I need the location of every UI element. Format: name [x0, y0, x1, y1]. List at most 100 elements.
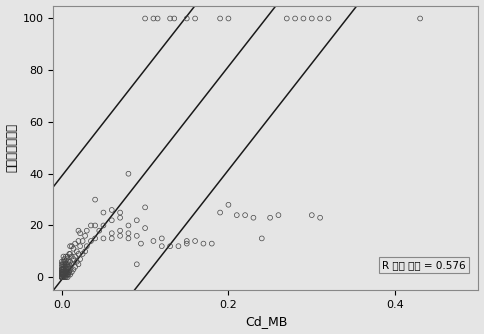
- Point: [58, 264, 66, 270]
- Point: [216, 16, 224, 21]
- Point: [300, 16, 307, 21]
- Point: [64, 267, 72, 272]
- Point: [166, 16, 174, 21]
- Point: [61, 270, 69, 275]
- Point: [158, 236, 166, 241]
- Point: [100, 210, 107, 215]
- Point: [60, 259, 67, 265]
- Point: [71, 254, 79, 259]
- Point: [64, 272, 72, 277]
- Point: [61, 275, 69, 280]
- Point: [216, 210, 224, 215]
- Point: [58, 275, 66, 280]
- Point: [64, 259, 72, 265]
- Point: [133, 218, 141, 223]
- Point: [58, 275, 66, 280]
- Point: [87, 238, 95, 244]
- Point: [70, 267, 77, 272]
- Point: [183, 16, 191, 21]
- Point: [76, 243, 84, 249]
- Point: [100, 236, 107, 241]
- Point: [75, 238, 82, 244]
- Point: [61, 259, 69, 265]
- Point: [91, 236, 99, 241]
- Point: [81, 233, 89, 238]
- Point: [60, 267, 67, 272]
- Point: [58, 267, 66, 272]
- Point: [154, 16, 162, 21]
- Point: [191, 238, 199, 244]
- Point: [60, 272, 67, 277]
- Point: [58, 275, 66, 280]
- Point: [58, 270, 66, 275]
- Point: [65, 270, 73, 275]
- Point: [58, 272, 66, 277]
- Point: [283, 16, 291, 21]
- Point: [76, 257, 84, 262]
- Point: [274, 212, 282, 218]
- Point: [58, 275, 66, 280]
- Point: [66, 251, 74, 257]
- Point: [58, 272, 66, 277]
- Point: [58, 262, 66, 267]
- Point: [116, 215, 124, 220]
- Point: [291, 16, 299, 21]
- Point: [59, 262, 66, 267]
- Point: [325, 16, 333, 21]
- Point: [58, 259, 66, 265]
- Point: [199, 241, 207, 246]
- Point: [150, 238, 157, 244]
- Point: [68, 243, 76, 249]
- Point: [108, 230, 116, 236]
- Point: [116, 210, 124, 215]
- Point: [66, 243, 74, 249]
- Point: [62, 267, 70, 272]
- Point: [61, 272, 69, 277]
- Point: [73, 259, 81, 265]
- Point: [83, 228, 91, 233]
- Point: [68, 262, 76, 267]
- Point: [59, 267, 66, 272]
- Point: [60, 262, 68, 267]
- Point: [108, 207, 116, 213]
- Point: [60, 270, 68, 275]
- Point: [59, 275, 66, 280]
- Point: [64, 264, 72, 270]
- Point: [65, 251, 73, 257]
- Point: [75, 262, 82, 267]
- Point: [316, 16, 324, 21]
- Point: [141, 225, 149, 231]
- Point: [183, 238, 191, 244]
- Y-axis label: 코코아분맑함량: 코코아분맑함량: [5, 123, 18, 172]
- Text: R 제곱 선형 = 0.576: R 제곱 선형 = 0.576: [382, 260, 466, 270]
- Point: [87, 223, 95, 228]
- Point: [62, 262, 70, 267]
- Point: [64, 272, 72, 277]
- Point: [60, 264, 67, 270]
- Point: [183, 241, 191, 246]
- Point: [65, 262, 73, 267]
- Point: [61, 264, 69, 270]
- Point: [191, 16, 199, 21]
- Point: [170, 16, 178, 21]
- Point: [59, 270, 66, 275]
- Point: [63, 257, 71, 262]
- Point: [58, 272, 66, 277]
- Point: [62, 272, 70, 277]
- Point: [59, 272, 66, 277]
- Point: [124, 230, 132, 236]
- Point: [70, 246, 77, 252]
- Point: [91, 223, 99, 228]
- Point: [75, 228, 82, 233]
- Point: [68, 270, 76, 275]
- Point: [100, 223, 107, 228]
- Point: [60, 275, 67, 280]
- Point: [76, 230, 84, 236]
- Point: [60, 275, 68, 280]
- X-axis label: Cd_MB: Cd_MB: [245, 315, 287, 328]
- Point: [108, 236, 116, 241]
- Point: [62, 270, 70, 275]
- Point: [266, 215, 274, 220]
- Point: [83, 243, 91, 249]
- Point: [124, 223, 132, 228]
